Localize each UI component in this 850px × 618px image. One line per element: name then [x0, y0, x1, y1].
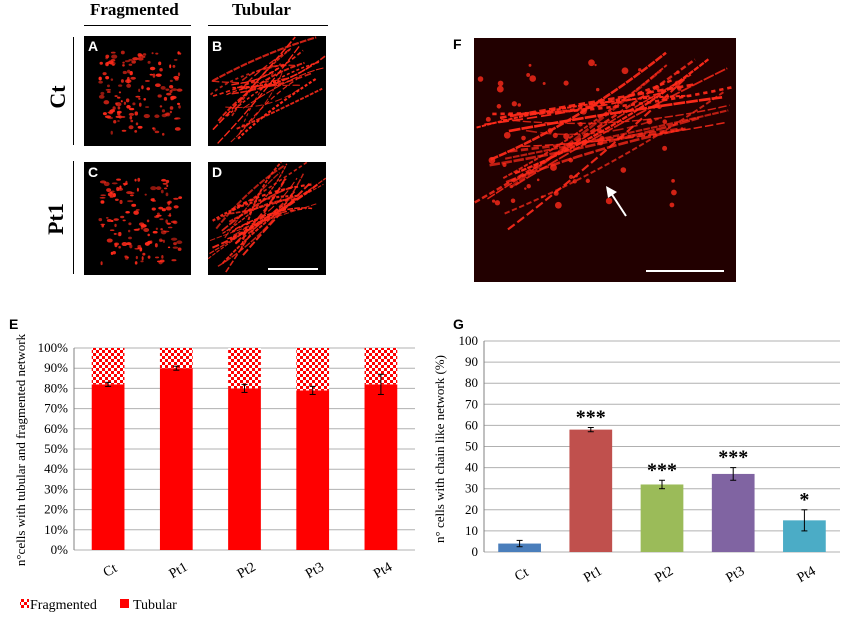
micrograph-d: D [208, 162, 326, 275]
x-tick-label: Pt1 [167, 560, 191, 582]
y-tick-label: 50% [44, 441, 68, 456]
panel-label-f: F [453, 36, 462, 52]
y-tick-label: 40% [44, 461, 68, 476]
x-tick-label: Pt4 [795, 564, 819, 586]
row-label-ct: Ct [45, 85, 70, 109]
col-header-rule-fragmented [84, 25, 191, 26]
y-tick-label: 100 [459, 333, 479, 348]
y-tick-label: 90 [465, 354, 478, 369]
panel-label-g: G [453, 316, 464, 332]
y-tick-label: 70 [465, 396, 478, 411]
significance-marker: *** [647, 459, 677, 481]
panel-label-a: A [88, 38, 99, 54]
bar-fragmented-pt1 [159, 348, 193, 369]
x-tick-label: Pt2 [235, 560, 259, 582]
micrograph-a: A [84, 36, 191, 146]
y-tick-label: 60 [465, 417, 478, 432]
bar-fragmented-ct [91, 348, 125, 385]
y-tick-label: 40 [465, 460, 478, 475]
col-header-rule-tubular [208, 25, 328, 26]
bar-ct [498, 543, 541, 552]
panel-label-d: D [212, 164, 223, 180]
bar-tubular-pt3 [296, 390, 330, 550]
y-tick-label: 10% [44, 522, 68, 537]
bar-tubular-ct [91, 384, 125, 550]
y-tick-label: 20 [465, 502, 478, 517]
bar-tubular-pt1 [159, 368, 193, 550]
legend-swatch-fragmented [20, 599, 29, 608]
chart-g-ylabel: n° cells with chain like network (%) [432, 355, 447, 543]
significance-marker: *** [718, 447, 748, 469]
x-tick-label: Pt1 [581, 564, 605, 586]
x-tick-label: Pt4 [371, 560, 395, 582]
scale-bar [646, 270, 724, 272]
y-tick-label: 30% [44, 481, 68, 496]
bar-pt1 [569, 429, 613, 552]
bar-tubular-pt4 [364, 384, 398, 550]
y-tick-label: 0 [472, 544, 479, 559]
chart-e-legend: Fragmented Tubular [20, 598, 177, 613]
legend-label-tubular: Tubular [133, 598, 177, 613]
col-header-tubular: Tubular [232, 0, 291, 19]
legend-swatch-tubular [120, 599, 129, 608]
significance-marker: * [799, 489, 809, 511]
y-tick-label: 80 [465, 375, 478, 390]
x-tick-label: Ct [101, 561, 120, 581]
x-tick-label: Pt3 [724, 564, 748, 586]
y-tick-label: 80% [44, 380, 68, 395]
bar-pt2 [640, 484, 684, 552]
bar-tubular-pt2 [228, 388, 261, 550]
panel-label-c: C [88, 164, 99, 180]
x-tick-label: Pt2 [652, 564, 676, 586]
y-tick-label: 70% [44, 401, 68, 416]
panel-label-b: B [212, 38, 223, 54]
bar-pt3 [711, 473, 755, 552]
bar-fragmented-pt3 [296, 348, 330, 391]
y-tick-label: 30 [465, 481, 478, 496]
micrograph-f [474, 38, 736, 282]
x-tick-label: Ct [512, 565, 531, 585]
y-tick-label: 20% [44, 502, 68, 517]
significance-marker: *** [576, 407, 606, 429]
y-tick-label: 10 [465, 523, 478, 538]
y-tick-label: 90% [44, 360, 68, 375]
chart-e-ylabel: n°cells with tubular and fragmented netw… [13, 333, 28, 566]
y-tick-label: 60% [44, 421, 68, 436]
row-rule-pt1 [73, 161, 74, 274]
panel-label-e: E [9, 316, 19, 332]
micrograph-c: C [84, 162, 191, 275]
scale-bar [268, 268, 318, 270]
y-tick-label: 0% [51, 542, 69, 557]
x-tick-label: Pt3 [303, 560, 327, 582]
row-rule-ct [73, 37, 74, 145]
y-tick-label: 50 [465, 439, 478, 454]
micrograph-b: B [208, 36, 326, 146]
chart-e-stacked-bar: 0% 10% 20% 30% 40% 50% 60% 70% 80% 90% 100% Ct Pt1 P… [13, 333, 415, 613]
col-header-fragmented: Fragmented [90, 0, 179, 19]
bar-fragmented-pt2 [228, 348, 261, 389]
row-label-pt1: Pt1 [43, 203, 68, 235]
arrow-icon [606, 186, 627, 217]
y-tick-label: 100% [38, 340, 69, 355]
legend-label-fragmented: Fragmented [30, 598, 97, 613]
